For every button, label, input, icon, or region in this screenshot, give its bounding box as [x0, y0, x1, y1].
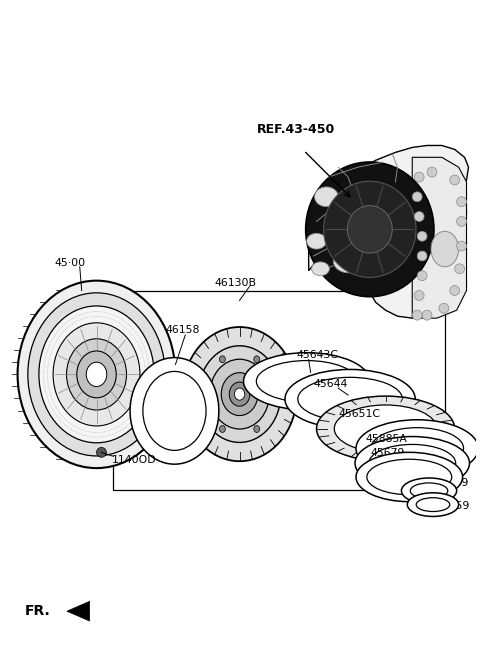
Ellipse shape — [219, 356, 226, 363]
Ellipse shape — [316, 396, 455, 461]
Text: 45643C: 45643C — [297, 350, 339, 359]
Text: 46158: 46158 — [166, 325, 200, 335]
Ellipse shape — [401, 478, 456, 504]
Ellipse shape — [356, 452, 463, 502]
Ellipse shape — [314, 187, 338, 207]
Ellipse shape — [416, 498, 450, 512]
Ellipse shape — [298, 377, 402, 420]
Ellipse shape — [254, 356, 260, 363]
Ellipse shape — [210, 359, 269, 429]
Ellipse shape — [456, 217, 467, 227]
Ellipse shape — [408, 493, 458, 516]
Ellipse shape — [417, 251, 427, 261]
Ellipse shape — [333, 249, 363, 273]
Ellipse shape — [356, 420, 479, 477]
Ellipse shape — [256, 361, 357, 402]
Ellipse shape — [371, 428, 464, 469]
Ellipse shape — [312, 262, 329, 276]
Ellipse shape — [427, 167, 437, 177]
Ellipse shape — [410, 483, 448, 499]
Ellipse shape — [306, 162, 434, 297]
Ellipse shape — [202, 391, 208, 397]
Polygon shape — [412, 157, 467, 318]
Text: 45661B: 45661B — [376, 461, 418, 471]
Ellipse shape — [130, 357, 219, 464]
Ellipse shape — [431, 231, 458, 267]
Ellipse shape — [412, 310, 422, 320]
Ellipse shape — [439, 304, 449, 313]
Ellipse shape — [18, 281, 176, 468]
Ellipse shape — [198, 346, 281, 442]
Ellipse shape — [271, 391, 277, 397]
Ellipse shape — [285, 369, 415, 428]
Text: 45651C: 45651C — [338, 409, 380, 419]
Ellipse shape — [456, 197, 467, 207]
Ellipse shape — [182, 327, 297, 461]
Ellipse shape — [53, 323, 140, 426]
Text: FR.: FR. — [24, 604, 50, 618]
Text: 45644: 45644 — [313, 379, 348, 389]
Text: 46159: 46159 — [435, 501, 469, 510]
Text: 45885A: 45885A — [366, 434, 408, 443]
Text: 1140OD: 1140OD — [111, 455, 156, 465]
Ellipse shape — [39, 306, 154, 443]
Ellipse shape — [414, 290, 424, 300]
Ellipse shape — [334, 405, 437, 452]
Ellipse shape — [414, 172, 424, 182]
Ellipse shape — [450, 286, 460, 296]
Ellipse shape — [355, 436, 469, 490]
Ellipse shape — [369, 444, 456, 482]
Ellipse shape — [219, 426, 226, 432]
Text: 46130B: 46130B — [215, 278, 257, 288]
Ellipse shape — [456, 241, 467, 251]
Ellipse shape — [77, 351, 116, 398]
Ellipse shape — [450, 175, 460, 185]
Ellipse shape — [307, 233, 326, 249]
Ellipse shape — [348, 206, 392, 253]
Ellipse shape — [234, 388, 245, 400]
Polygon shape — [309, 145, 468, 318]
Ellipse shape — [96, 447, 107, 457]
Text: REF.43-450: REF.43-450 — [257, 123, 336, 135]
Ellipse shape — [324, 181, 416, 277]
Polygon shape — [67, 601, 90, 621]
Ellipse shape — [86, 362, 107, 386]
Ellipse shape — [422, 310, 432, 320]
Ellipse shape — [417, 271, 427, 281]
Ellipse shape — [455, 264, 465, 274]
Ellipse shape — [28, 293, 165, 456]
Ellipse shape — [367, 459, 452, 495]
Ellipse shape — [243, 353, 370, 410]
Ellipse shape — [254, 426, 260, 432]
Ellipse shape — [229, 382, 250, 406]
Ellipse shape — [67, 339, 127, 410]
Text: 45·00: 45·00 — [54, 258, 85, 268]
Text: 46159: 46159 — [434, 478, 468, 488]
Ellipse shape — [414, 212, 424, 221]
Text: 45679: 45679 — [371, 448, 405, 459]
Ellipse shape — [417, 231, 427, 241]
Ellipse shape — [412, 192, 422, 202]
Ellipse shape — [221, 373, 258, 416]
Ellipse shape — [143, 371, 206, 450]
